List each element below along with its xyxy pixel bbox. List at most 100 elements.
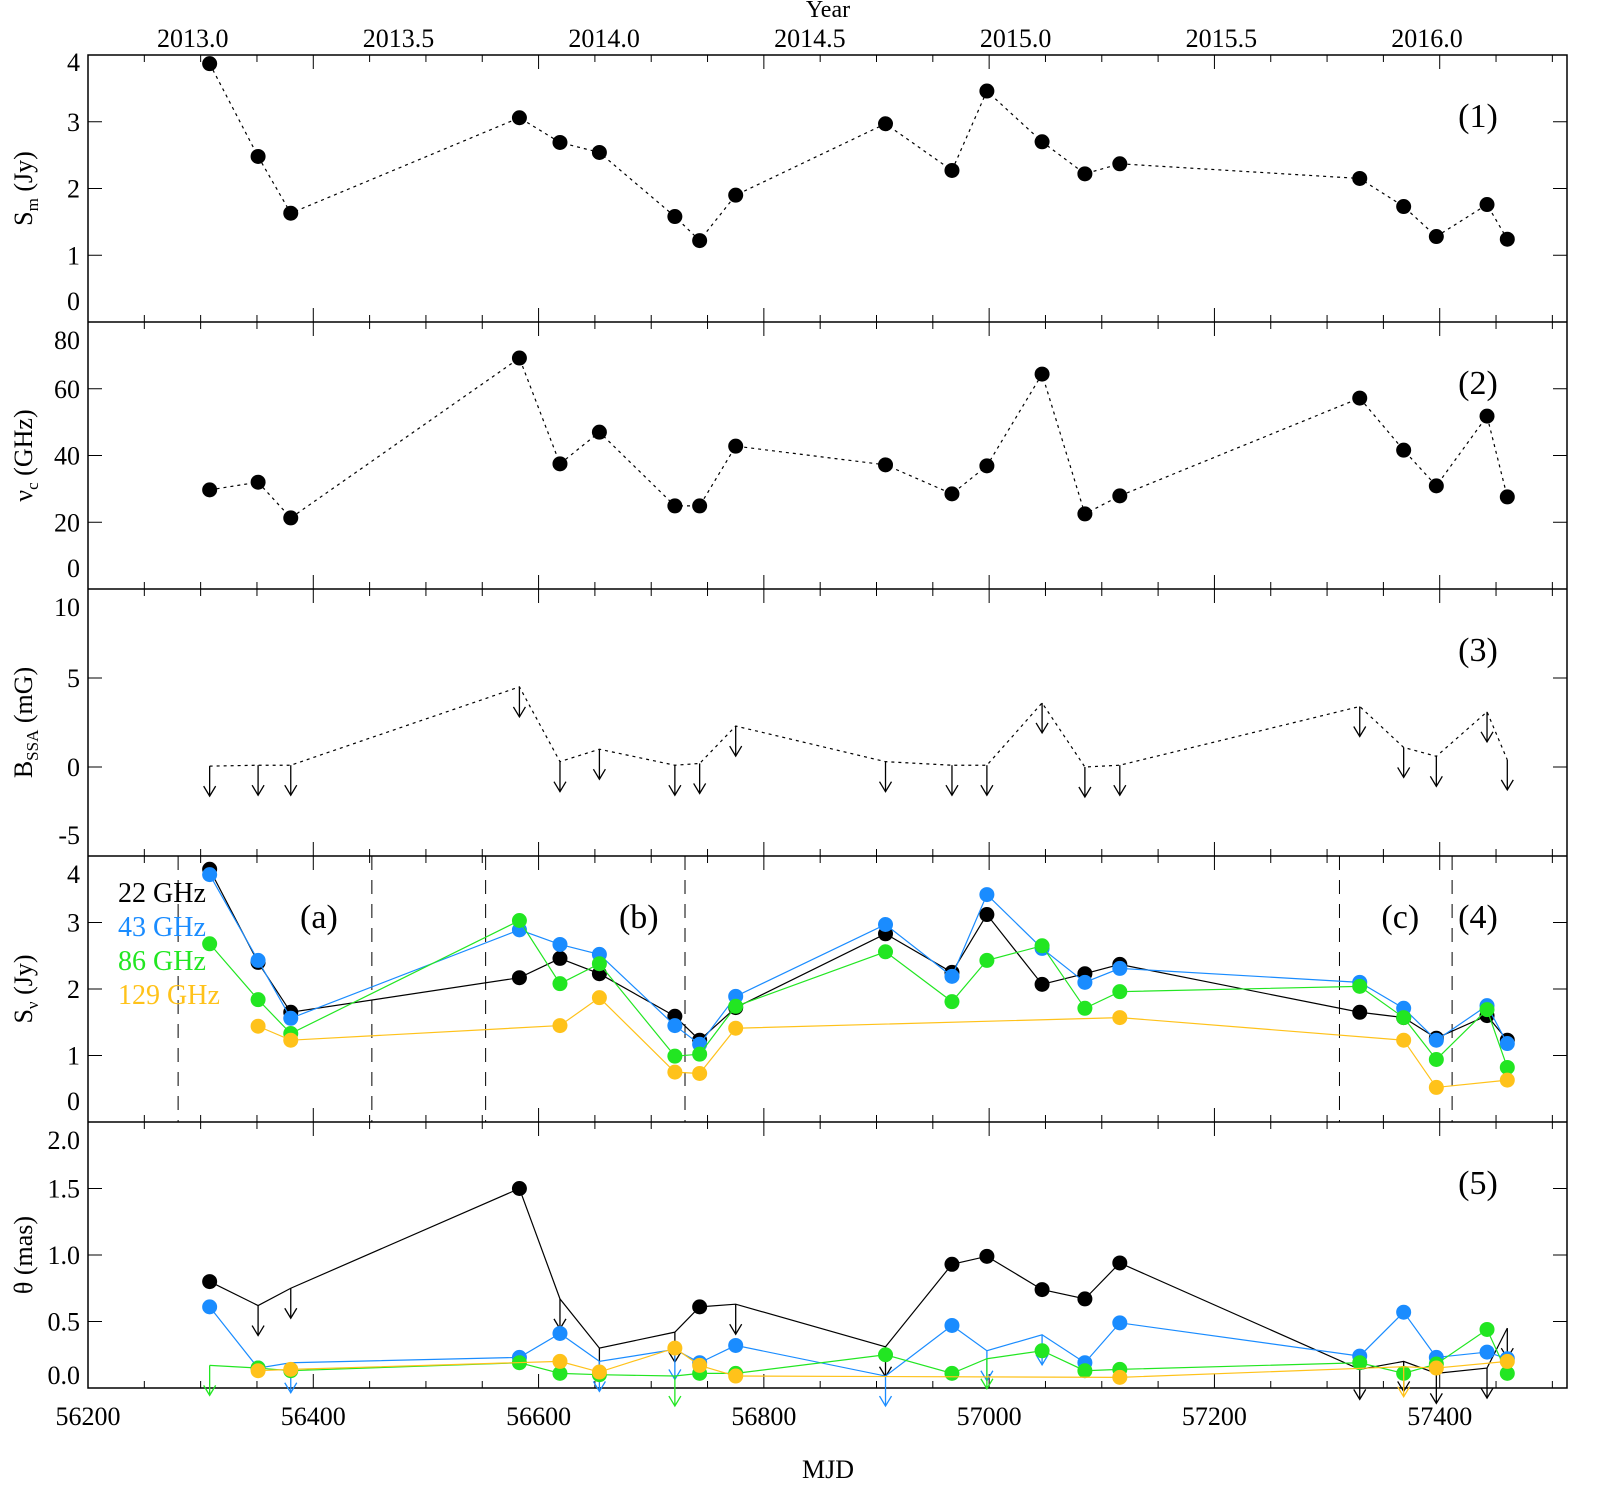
data-point [667,1064,683,1080]
upper-limit-arrowhead [1500,779,1514,792]
data-point [944,968,960,984]
data-point [250,952,266,968]
top-tick-label: 2015.5 [1186,24,1258,53]
data-point [1499,231,1515,247]
series-line [209,919,1508,1068]
data-point [979,458,995,474]
y-tick-label: 10 [54,593,80,622]
data-point [667,1048,683,1064]
data-point [692,233,708,249]
data-point [944,994,960,1010]
y-axis-label: Sν (Jy) [9,954,42,1023]
upper-limit-arrowhead [203,785,217,798]
data-point [944,1256,960,1272]
legend-entry: 43 GHz [118,912,206,943]
upper-limit-arrowhead [980,1378,994,1391]
y-tick-label: -5 [58,821,80,850]
data-point [728,1368,744,1384]
data-point [878,1347,894,1363]
data-point [1428,1051,1444,1067]
panel-tag: (5) [1458,1165,1498,1202]
y-tick-label: 60 [54,375,80,404]
upper-limit-arrowhead [980,784,994,797]
series-line [209,357,1508,519]
data-point [1499,1353,1515,1369]
data-point [979,83,995,99]
data-point [1352,390,1368,406]
y-tick-label: 1 [67,241,80,270]
y-tick-label: 0.0 [48,1361,81,1390]
data-point [1479,1002,1495,1018]
upper-limit-arrowhead [284,784,298,797]
y-tick-label: 3 [67,909,80,938]
data-point [1112,1010,1128,1026]
data-point [552,1018,568,1034]
y-axis-label: Sm (Jy) [9,151,42,226]
data-point [1499,1365,1515,1381]
data-point [692,1065,708,1081]
data-point [250,992,266,1008]
upper-limit-arrowhead [284,1382,298,1394]
data-point [552,456,568,472]
panel-tag: (1) [1458,98,1498,135]
data-point [692,498,708,514]
upper-limit-arrowhead [1397,767,1411,779]
data-point [202,1299,218,1315]
data-point [1428,1079,1444,1095]
period-label: (c) [1381,899,1419,936]
data-point [878,916,894,932]
data-point [1077,166,1093,182]
data-point [979,907,995,923]
upper-limit-arrowhead [878,1395,893,1408]
series-line [209,1187,1508,1374]
y-tick-label: 1 [67,1042,80,1071]
upper-limit-arrowhead [729,1323,743,1336]
data-point [1396,199,1412,215]
data-point [1352,978,1368,994]
data-point [202,482,218,498]
x-tick-label: 56600 [506,1402,571,1431]
upper-limit-arrowhead [251,784,265,797]
y-axis-label: νc (GHz) [9,409,42,501]
data-point [728,1337,744,1353]
upper-limit-arrowhead [1353,1389,1367,1401]
top-tick-label: 2014.5 [774,24,846,53]
data-point [283,510,299,526]
data-point [1112,1315,1128,1331]
data-point [250,474,266,490]
y-tick-label: 0 [67,1087,80,1116]
series-line [209,1328,1508,1377]
panel-3: -5 0 5 10 BSSA (mG) (3) [9,588,1567,857]
data-point [1479,408,1495,424]
data-point [511,1181,527,1196]
data-point [1499,1036,1515,1052]
data-point [667,1018,683,1034]
data-point [1112,156,1128,172]
top-tick-label: 2013.5 [363,24,435,53]
data-point [1396,1032,1412,1048]
upper-limit-arrowhead [945,784,959,797]
y-tick-label: 0 [67,753,80,782]
data-point [591,956,607,972]
data-point [552,976,568,992]
data-point [1112,984,1128,1000]
upper-limit-arrowhead [1078,786,1092,799]
data-point [1077,1291,1093,1307]
data-point [944,162,960,178]
data-point [1034,938,1050,954]
data-point [202,867,218,883]
panel-tag: (3) [1458,632,1498,669]
top-tick-label: 2013.0 [157,24,229,53]
panel-2: 0 20 40 60 80 νc (GHz) (2) [9,321,1567,590]
y-tick-label: 4 [67,860,80,889]
data-point [552,134,568,150]
upper-limit-arrowhead [668,784,682,797]
series-line [209,869,1508,1042]
x-axis-label: MJD [802,1455,854,1484]
data-point [944,486,960,502]
y-axis-label: BSSA (mG) [9,667,42,778]
data-point [1077,1000,1093,1016]
data-point [552,1325,568,1341]
top-axis-label: Year [806,0,850,23]
